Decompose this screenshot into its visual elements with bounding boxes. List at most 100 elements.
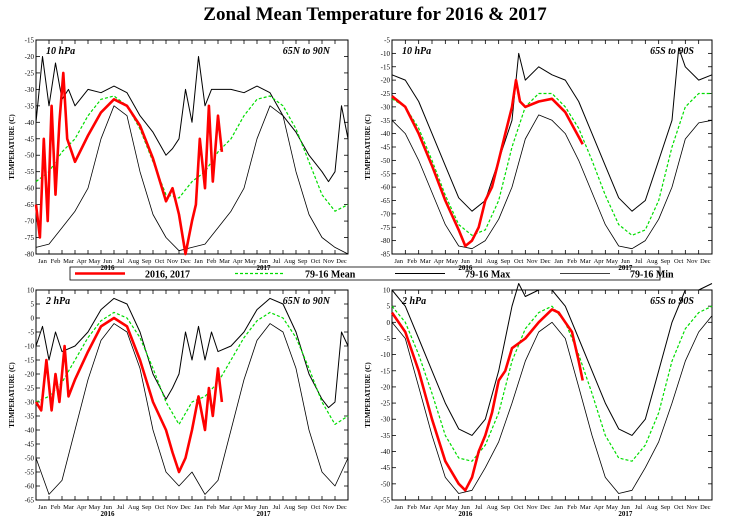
series-line-mean (35, 95, 349, 212)
x-tick-label: Jun (621, 504, 631, 511)
x-tick-label: Jun (461, 258, 471, 265)
x-tick-label: Jun (259, 504, 269, 511)
x-tick-label: Jul (635, 504, 643, 511)
y-axis-label: TEMPERATURE (C) (364, 114, 372, 180)
x-tick-label: Aug (486, 258, 498, 265)
x-tick-label: Feb (567, 504, 577, 511)
x-tick-label: Sep (142, 258, 152, 265)
x-tick-label: Aug (486, 504, 498, 511)
y-tick-label: -25 (25, 69, 35, 77)
y-tick-label: -10 (381, 50, 391, 58)
x-tick-label: Apr (232, 258, 243, 265)
x-tick-label: Sep (298, 504, 308, 511)
x-tick-label: Oct (311, 258, 321, 265)
x-tick-label: Sep (500, 258, 510, 265)
series-line-mean (391, 305, 713, 462)
x-tick-label: Oct (514, 258, 524, 265)
region-label: 65N to 90N (283, 296, 331, 307)
x-tick-label: Sep (298, 258, 308, 265)
y-tick-label: -70 (381, 210, 391, 218)
legend-label: 79-16 Min (630, 270, 674, 281)
y-tick-label: -65 (25, 497, 35, 505)
x-tick-label: Jul (117, 504, 125, 511)
y-tick-label: -55 (25, 469, 35, 477)
x-tick-label: Mar (63, 504, 75, 511)
x-tick-label: Jan (554, 504, 563, 511)
y-tick-label: -25 (381, 400, 391, 408)
y-tick-label: -55 (381, 170, 391, 178)
y-tick-label: -25 (381, 90, 391, 98)
y-tick-label: -30 (25, 399, 35, 407)
y-tick-label: -45 (381, 464, 391, 472)
y-tick-label: -70 (25, 218, 35, 226)
x-tick-label: Dec (336, 504, 347, 511)
y-tick-label: -65 (25, 201, 35, 209)
x-tick-label: Jan (38, 504, 47, 511)
y-tick-label: -5 (384, 37, 390, 45)
y-tick-label: -60 (25, 185, 35, 193)
y-tick-label: -80 (381, 237, 391, 245)
x-tick-label: Mar (63, 258, 75, 265)
y-tick-label: -15 (381, 63, 391, 71)
x-tick-label: Jul (475, 258, 483, 265)
series-line-min (35, 323, 349, 495)
y-tick-label: -40 (25, 119, 35, 127)
level-label: 2 hPa (401, 296, 426, 307)
x-tick-label: Feb (51, 258, 61, 265)
y-axis-label: TEMPERATURE (C) (8, 362, 16, 428)
series-line-max (391, 47, 713, 212)
year-label: 2017 (257, 264, 272, 272)
level-label: 10 hPa (402, 46, 431, 57)
y-tick-label: -75 (25, 234, 35, 242)
x-tick-label: Sep (500, 504, 510, 511)
x-tick-label: Feb (407, 504, 417, 511)
x-tick-label: May (89, 504, 102, 511)
y-tick-label: -65 (381, 197, 391, 205)
x-tick-label: Apr (434, 504, 445, 511)
y-tick-label: 0 (387, 319, 391, 327)
plot-frame (391, 39, 713, 255)
y-tick-label: -10 (381, 351, 391, 359)
x-tick-label: May (446, 504, 459, 511)
y-tick-label: -35 (381, 117, 391, 125)
y-tick-label: -45 (25, 441, 35, 449)
y-tick-label: -30 (381, 103, 391, 111)
legend: 2016, 2017 79-16 Mean 79-16 Max 79-16 Min (69, 266, 674, 281)
x-tick-label: Jun (621, 258, 631, 265)
x-tick-label: Nov (526, 258, 538, 265)
y-tick-label: -50 (25, 455, 35, 463)
x-tick-label: Nov (167, 258, 179, 265)
x-tick-label: Apr (76, 258, 87, 265)
series-line-min (391, 114, 713, 250)
x-tick-label: Feb (207, 504, 217, 511)
x-tick-label: Feb (51, 504, 61, 511)
y-tick-label: -60 (25, 483, 35, 491)
series-line-max (391, 283, 713, 436)
y-tick-label: -55 (25, 168, 35, 176)
level-label: 2 hPa (45, 296, 70, 307)
x-tick-label: Mar (219, 504, 231, 511)
y-tick-label: -40 (25, 427, 35, 435)
series-line-mean (35, 311, 349, 425)
y-tick-label: -45 (381, 144, 391, 152)
x-tick-label: Jun (259, 258, 269, 265)
x-tick-label: Oct (155, 504, 165, 511)
y-tick-label: -30 (25, 86, 35, 94)
y-axis-label: TEMPERATURE (C) (364, 362, 372, 428)
x-tick-label: Oct (311, 504, 321, 511)
x-tick-label: Sep (660, 258, 670, 265)
y-tick-label: -20 (25, 371, 35, 379)
y-tick-label: -55 (381, 497, 391, 505)
x-tick-label: Jun (103, 258, 113, 265)
x-tick-label: Nov (323, 258, 335, 265)
x-tick-label: Aug (646, 258, 658, 265)
y-tick-label: -20 (381, 383, 391, 391)
y-tick-label: -10 (25, 343, 35, 351)
y-tick-label: 10 (383, 287, 391, 295)
x-tick-label: Dec (700, 258, 711, 265)
series-line-max (35, 297, 349, 409)
plot-frame (35, 289, 349, 501)
x-tick-label: Aug (646, 504, 658, 511)
legend-label: 79-16 Mean (305, 270, 356, 281)
